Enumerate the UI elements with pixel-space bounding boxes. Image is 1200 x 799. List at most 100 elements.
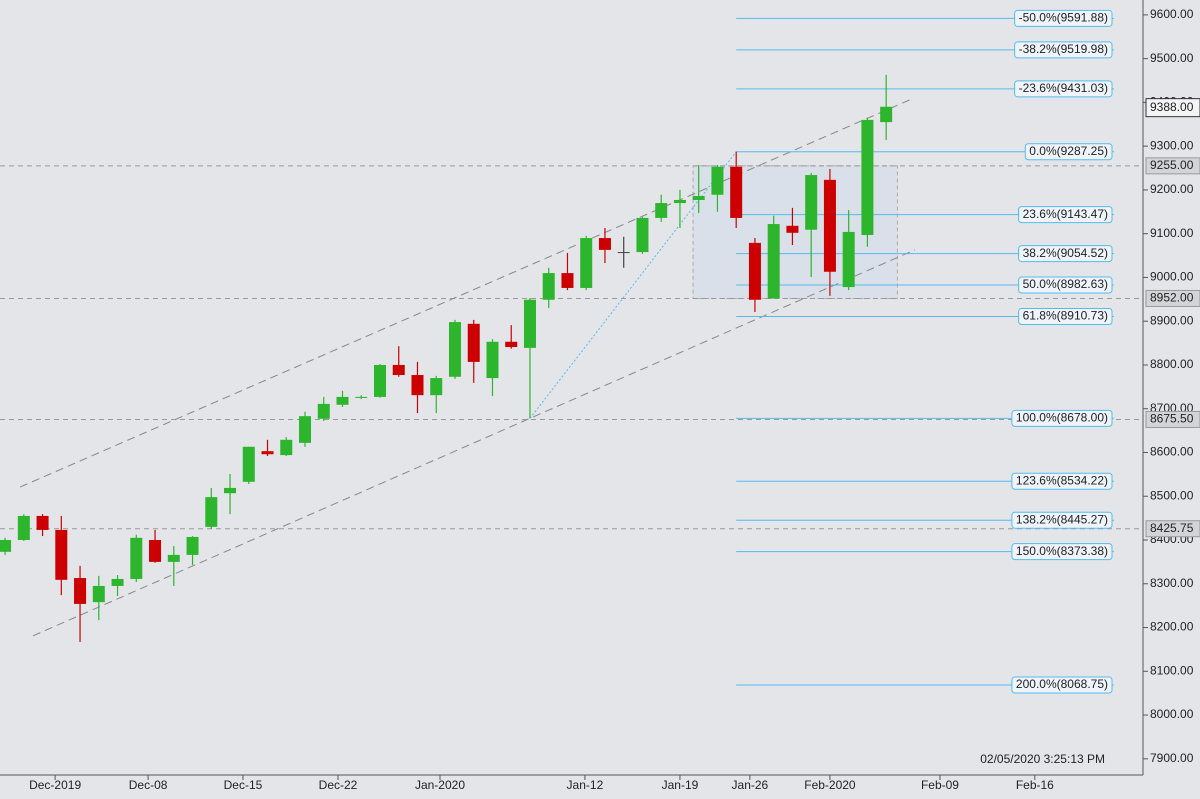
fib-label-box (1018, 206, 1113, 224)
y-tick-label: 9100.00 (1150, 226, 1194, 240)
candle-body (0, 540, 12, 552)
candle-body (598, 238, 611, 250)
fib-label-box (1018, 245, 1113, 263)
candle-body (505, 341, 518, 348)
fib-label: 38.2%(9054.52) (1023, 246, 1108, 260)
x-tick-label: Jan-2020 (415, 778, 465, 792)
y-tick-label: 8000.00 (1150, 707, 1194, 721)
y-tick-label: 8600.00 (1150, 445, 1194, 459)
x-tick-label: Feb-09 (921, 778, 959, 792)
candle-body (880, 106, 893, 123)
x-tick-label: Dec-22 (319, 778, 358, 792)
candle-body (467, 323, 480, 362)
price-box (1145, 157, 1200, 175)
fib-label: -38.2%(9519.98) (1019, 42, 1108, 56)
candle-body (786, 225, 799, 233)
y-tick-label: 9500.00 (1150, 51, 1194, 65)
candle-body (55, 529, 68, 580)
price-box (1145, 520, 1200, 538)
candle-body (730, 166, 743, 218)
candle-body (205, 497, 218, 527)
candle-body (167, 554, 180, 562)
candle-body (448, 322, 461, 377)
y-tick-label: 7900.00 (1150, 751, 1194, 765)
candle-body (317, 403, 330, 419)
candle-body (92, 585, 105, 603)
current-price-box (1145, 98, 1200, 118)
fib-label-box (1011, 409, 1113, 427)
y-tick-label: 8500.00 (1150, 488, 1194, 502)
fib-label: 23.6%(9143.47) (1023, 207, 1108, 221)
price-box-label: 8952.00 (1150, 291, 1194, 305)
y-tick-label: 8100.00 (1150, 663, 1194, 677)
candle-body (486, 341, 499, 379)
candle-body (355, 396, 368, 398)
candle-body (580, 238, 593, 288)
current-price-label: 9388.00 (1150, 100, 1194, 114)
candle-body (261, 451, 274, 455)
price-box-label: 8425.75 (1150, 521, 1194, 535)
candle-body (636, 217, 649, 253)
fib-label-box (1011, 676, 1113, 694)
fib-label: 138.2%(8445.27) (1016, 512, 1108, 526)
fib-label: 100.0%(8678.00) (1016, 411, 1108, 425)
candle-body (767, 224, 780, 299)
trendline (19, 99, 911, 488)
y-tick-label: 9300.00 (1150, 138, 1194, 152)
fib-label: 123.6%(8534.22) (1016, 473, 1108, 487)
fib-label: 61.8%(8910.73) (1023, 309, 1108, 323)
fib-label-box (1011, 543, 1113, 561)
candle-body (523, 299, 536, 348)
candle-body (842, 231, 855, 288)
x-tick-label: Dec-2019 (29, 778, 81, 792)
fib-label: 0.0%(9287.25) (1029, 144, 1108, 158)
y-tick-label: 9200.00 (1150, 182, 1194, 196)
trendline (32, 249, 916, 637)
fib-label-box (1018, 308, 1113, 326)
price-box-label: 9255.00 (1150, 158, 1194, 172)
candle-body (17, 515, 30, 541)
x-tick-label: Feb-2020 (804, 778, 856, 792)
x-tick-label: Jan-12 (567, 778, 604, 792)
candle-body (149, 540, 162, 562)
candle-body (823, 179, 836, 272)
x-tick-label: Dec-08 (129, 778, 168, 792)
candle-body (280, 439, 293, 456)
candle-body (561, 273, 574, 288)
timestamp: 02/05/2020 3:25:13 PM (980, 752, 1105, 766)
x-tick-label: Dec-15 (224, 778, 263, 792)
candle-body (861, 119, 874, 235)
candle-body (186, 536, 199, 555)
y-tick-label: 8800.00 (1150, 357, 1194, 371)
fib-label-box (1014, 9, 1113, 27)
candle-body (336, 396, 349, 405)
fib-label-box (1014, 41, 1113, 59)
candle-body (430, 378, 443, 396)
candle-body (542, 273, 555, 300)
y-tick-label: 8900.00 (1150, 313, 1194, 327)
candle-body (617, 252, 630, 254)
candle-body (711, 166, 724, 195)
candle-body (130, 537, 143, 579)
candle-body (748, 242, 761, 300)
price-box (1145, 410, 1200, 428)
candle-body (692, 196, 705, 200)
fib-label: 150.0%(8373.38) (1016, 544, 1108, 558)
fib-label: 200.0%(8068.75) (1016, 677, 1108, 691)
candle-body (374, 364, 387, 397)
candle-body (805, 175, 818, 230)
x-tick-label: Feb-16 (1016, 778, 1054, 792)
price-box (1145, 289, 1200, 307)
fib-label: -23.6%(9431.03) (1019, 81, 1108, 95)
y-tick-label: 8300.00 (1150, 576, 1194, 590)
fib-label-box (1024, 143, 1113, 161)
candle-body (242, 446, 255, 482)
candle-body (411, 375, 424, 396)
fib-label-box (1014, 80, 1113, 98)
y-tick-label: 9600.00 (1150, 7, 1194, 21)
fib-label-box (1018, 276, 1113, 294)
candle-body (655, 203, 668, 218)
price-box-label: 8675.50 (1150, 412, 1194, 426)
